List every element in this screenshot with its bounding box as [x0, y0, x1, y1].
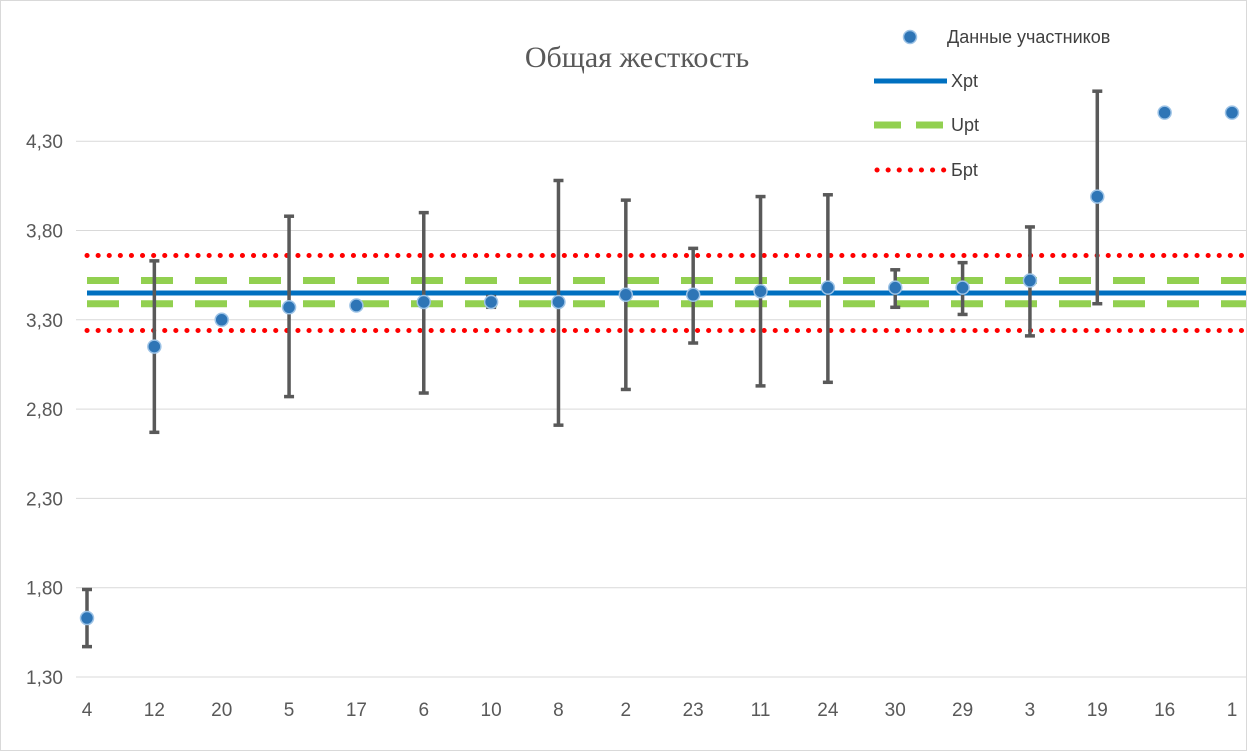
data-point: [551, 294, 566, 310]
x-tick-label: 10: [481, 700, 502, 721]
x-tick-label: 24: [817, 700, 839, 721]
data-point: [281, 300, 297, 315]
data-point: [820, 280, 836, 295]
legend-item: Бpt: [874, 160, 978, 180]
data-point: [1224, 105, 1240, 120]
legend-item: Upt: [874, 115, 979, 135]
data-point: [147, 339, 162, 354]
y-tick-label: 2,30: [26, 489, 63, 510]
data-points: [79, 105, 1240, 626]
x-tick-label: 11: [751, 700, 771, 721]
data-point: [1157, 105, 1172, 120]
data-point: [349, 298, 364, 313]
legend-item: Xpt: [874, 71, 978, 91]
y-tick-label: 1,30: [26, 668, 63, 689]
x-tick-label: 6: [418, 700, 429, 721]
x-tick-label: 23: [683, 700, 704, 721]
error-bars: [82, 89, 1103, 649]
legend-marker: [902, 29, 918, 45]
data-point: [685, 287, 701, 303]
x-tick-label: 20: [211, 700, 232, 721]
data-point: [79, 610, 95, 626]
x-tick-label: 8: [553, 700, 564, 721]
data-point: [416, 294, 432, 310]
reference-lines: [84, 253, 1247, 334]
x-tick-label: 19: [1087, 700, 1108, 721]
legend: Данные участников Xpt Upt Бpt: [874, 27, 1110, 180]
x-tick-label: 12: [144, 700, 165, 721]
y-tick-label: 2,80: [26, 400, 63, 421]
legend-label: Бpt: [951, 160, 978, 180]
x-tick-label: 1: [1227, 700, 1238, 721]
legend-label: Upt: [951, 115, 979, 135]
legend-item: Данные участников: [902, 27, 1110, 47]
x-tick-label: 4: [82, 700, 93, 721]
data-point: [483, 294, 499, 310]
tick-labels: 1,301,802,302,803,303,804,304 12 20 5 17 6 10 8…: [26, 132, 1237, 721]
x-tick-label: 5: [284, 700, 295, 721]
x-tick-label: 29: [952, 700, 973, 721]
y-tick-label: 1,80: [26, 579, 63, 600]
gridlines: [76, 140, 1246, 678]
data-point: [618, 287, 634, 303]
data-point: [887, 280, 903, 295]
data-point: [1090, 189, 1105, 204]
x-tick-label: 30: [885, 700, 906, 721]
x-tick-label: 17: [346, 700, 367, 721]
legend-label: Данные участников: [947, 27, 1110, 47]
y-tick-label: 4,30: [26, 132, 63, 153]
x-tick-label: 16: [1154, 700, 1175, 721]
y-tick-label: 3,80: [26, 222, 63, 243]
data-point: [955, 280, 970, 295]
x-tick-label: 3: [1025, 700, 1036, 721]
legend-label: Xpt: [951, 71, 978, 91]
data-point: [753, 283, 768, 299]
data-point: [1022, 273, 1038, 288]
y-tick-label: 3,30: [26, 311, 63, 332]
x-tick-label: 2: [621, 700, 632, 721]
chart-title: Общая жесткость: [525, 41, 749, 74]
data-point: [214, 312, 229, 328]
